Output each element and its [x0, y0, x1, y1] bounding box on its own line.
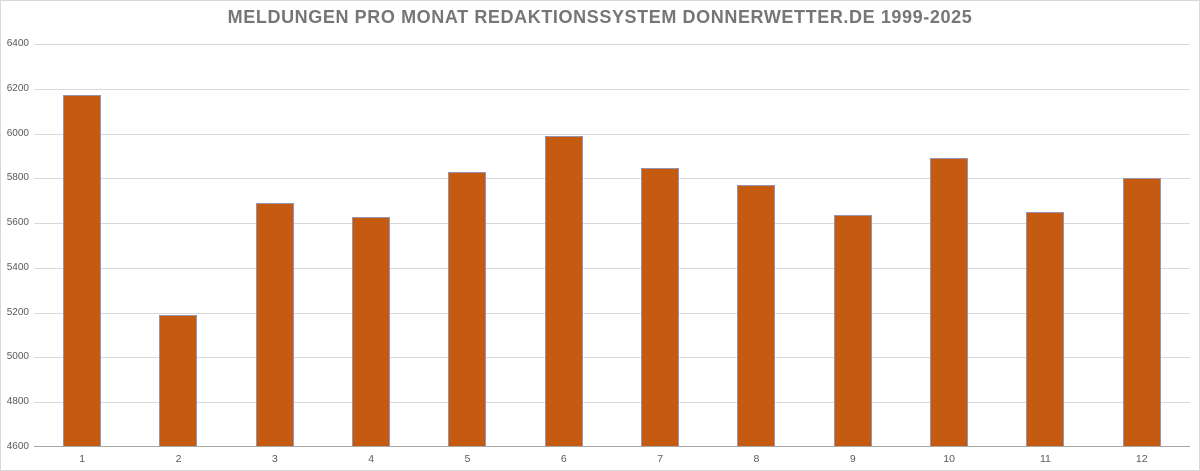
y-tick-label-5400: 5400 [6, 261, 29, 273]
bar-slot-12 [1094, 44, 1190, 446]
y-tick-label-5600: 5600 [6, 217, 29, 229]
x-tick-label-7: 7 [657, 453, 664, 465]
gridline-5800 [34, 178, 1190, 180]
y-axis: 6400 6200 6000 5800 5600 5400 5200 5000 4800 4600 [1, 39, 29, 452]
bar-month-3 [255, 202, 294, 446]
x-axis-line [34, 446, 1190, 447]
y-tick-label-4600: 4600 [6, 441, 29, 452]
y-tick-label-6000: 6000 [6, 127, 29, 139]
bar-slot-3 [227, 44, 323, 446]
x-tick-label-8: 8 [753, 453, 760, 465]
x-tick-label-9: 9 [849, 453, 856, 465]
bar-month-10 [930, 157, 969, 446]
y-tick-label-5000: 5000 [6, 351, 29, 363]
x-tick-label-6: 6 [560, 453, 567, 465]
bar-slot-4 [323, 44, 419, 446]
gridline-6200 [34, 88, 1190, 90]
x-tick-label-2: 2 [175, 453, 182, 465]
x-tick-label-1: 1 [79, 453, 86, 465]
chart-title: MELDUNGEN PRO MONAT REDAKTIONSSYSTEM DON… [227, 7, 973, 27]
bar-month-7 [641, 167, 680, 446]
bar-month-11 [1026, 211, 1065, 446]
bar-month-4 [352, 217, 391, 446]
bar-month-5 [448, 172, 487, 446]
x-tick-label-10: 10 [943, 453, 955, 465]
bar-slot-10 [901, 44, 997, 446]
bar-slot-6 [516, 44, 612, 446]
x-axis: 1 2 3 4 5 6 7 8 9 10 11 12 [34, 450, 1190, 468]
gridline-4800 [34, 402, 1190, 404]
bar-slot-9 [805, 44, 901, 446]
gridline-5600 [34, 223, 1190, 225]
bar-month-6 [544, 135, 583, 446]
bar-month-1 [63, 95, 102, 446]
y-tick-label-6400: 6400 [6, 38, 29, 49]
bar-slot-11 [997, 44, 1093, 446]
bar-month-2 [159, 315, 198, 446]
x-tick-label-5: 5 [464, 453, 471, 465]
plot-area [34, 44, 1190, 447]
x-tick-label-11: 11 [1039, 453, 1051, 465]
y-tick-label-5200: 5200 [6, 306, 29, 318]
y-tick-label-5800: 5800 [6, 172, 29, 184]
x-tick-label-4: 4 [368, 453, 375, 465]
gridline-5200 [34, 312, 1190, 314]
bar-month-9 [833, 214, 872, 446]
x-tick-label-12: 12 [1135, 453, 1148, 465]
bar-month-12 [1122, 178, 1161, 446]
x-tick-label-3: 3 [271, 453, 278, 465]
bar-slot-7 [612, 44, 708, 446]
bar-series [34, 44, 1190, 446]
bar-month-8 [737, 184, 776, 446]
gridline-6000 [34, 133, 1190, 135]
gridline-6400 [34, 44, 1190, 45]
bar-slot-5 [419, 44, 515, 446]
y-tick-label-6200: 6200 [6, 82, 29, 94]
bar-slot-2 [130, 44, 226, 446]
bar-slot-8 [708, 44, 804, 446]
y-tick-label-4800: 4800 [6, 396, 29, 408]
gridline-5400 [34, 267, 1190, 269]
bar-slot-1 [34, 44, 130, 446]
gridline-5000 [34, 357, 1190, 359]
